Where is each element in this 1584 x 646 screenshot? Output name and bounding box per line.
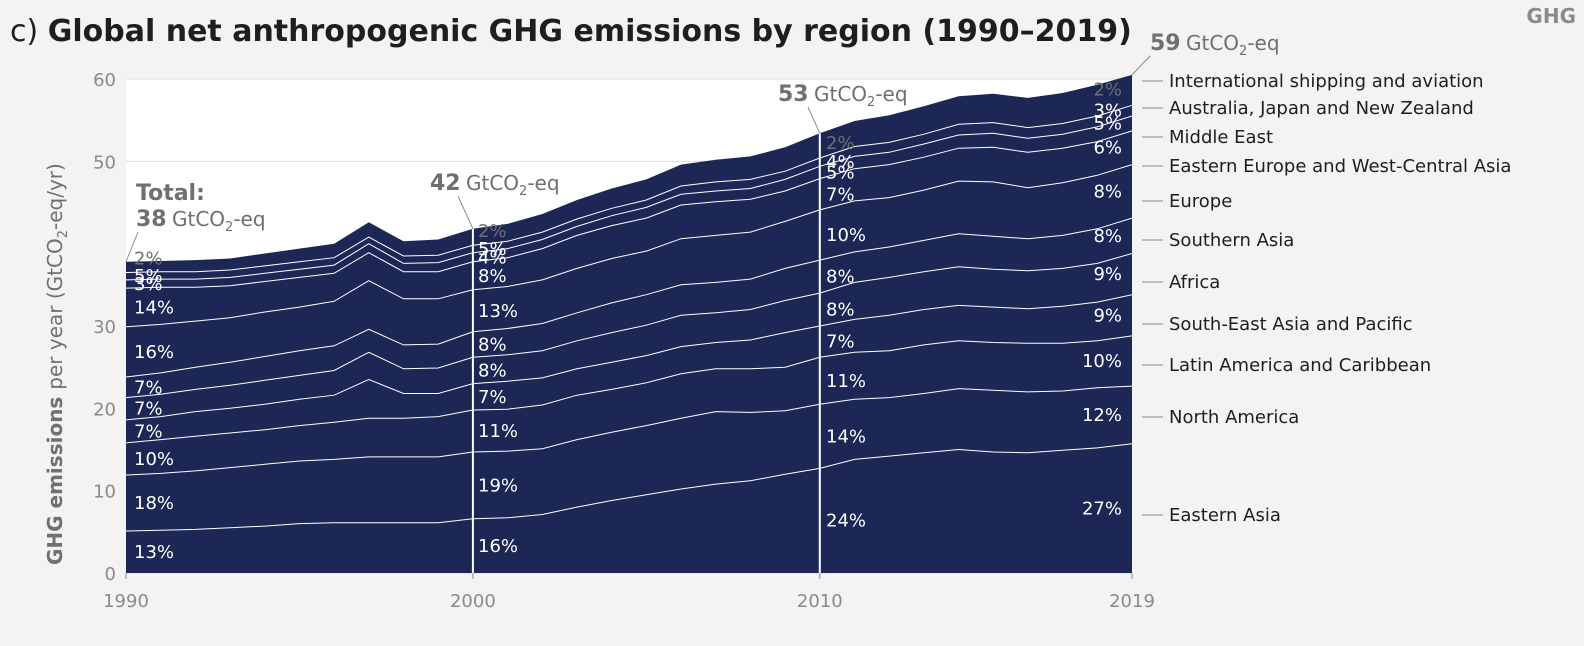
total-value: 59 <box>1150 31 1181 56</box>
share-label: 7% <box>826 332 855 353</box>
x-tick-label: 1990 <box>103 591 149 612</box>
legend-label-international-shipping-and-aviation: International shipping and aviation <box>1169 71 1484 92</box>
share-label: 3% <box>134 274 163 295</box>
share-label: 7% <box>478 387 507 408</box>
share-label: 5% <box>1093 113 1122 134</box>
legend-label-latin-america-and-caribbean: Latin America and Caribbean <box>1169 355 1431 376</box>
y-tick-label: 10 <box>93 482 116 503</box>
share-label: 11% <box>478 421 518 442</box>
share-label: 2% <box>826 133 855 154</box>
total-value: 42 <box>430 171 461 196</box>
panel-label: c) <box>10 14 39 49</box>
y-tick-label: 20 <box>93 399 116 420</box>
legend-label-middle-east: Middle East <box>1169 127 1273 148</box>
share-label: 7% <box>826 184 855 205</box>
share-label: 7% <box>134 399 163 420</box>
legend-label-eastern-asia: Eastern Asia <box>1169 505 1281 526</box>
boundary-line-middle-east <box>125 115 1133 281</box>
total-leader-line <box>1131 55 1151 76</box>
boundary-line-north-america <box>125 385 1133 476</box>
chart-title: c) Global net anthropogenic GHG emission… <box>10 14 1132 49</box>
share-label: 13% <box>478 301 518 322</box>
share-label: 7% <box>134 421 163 442</box>
y-axis-label: GHG emissions per year (GtCO2-eq/yr) <box>43 163 71 565</box>
total-unit: GtCO2-eq <box>172 207 266 235</box>
share-label: 8% <box>826 300 855 321</box>
share-label: 6% <box>1093 138 1122 159</box>
total-leader-line <box>125 231 139 262</box>
share-label: 2% <box>134 248 163 269</box>
legend-label-europe: Europe <box>1169 191 1232 212</box>
legend-label-north-america: North America <box>1169 407 1299 428</box>
corner-tag: GHG <box>1526 4 1576 28</box>
legend-label-africa: Africa <box>1169 272 1220 293</box>
share-label: 12% <box>1082 405 1122 426</box>
stacked-area-total <box>126 74 1132 574</box>
share-label: 14% <box>134 297 174 318</box>
share-label: 5% <box>478 239 507 260</box>
share-label: 27% <box>1082 498 1122 519</box>
share-label: 8% <box>478 335 507 356</box>
boundary-line-south-east-asia-and-pacific <box>125 294 1133 421</box>
share-label: 10% <box>826 225 866 246</box>
share-label: 13% <box>134 542 174 563</box>
boundary-line-europe <box>125 164 1133 328</box>
y-tick-label: 0 <box>105 564 116 585</box>
share-label: 3% <box>1093 101 1122 122</box>
legend-label-australia-japan-and-new-zealand: Australia, Japan and New Zealand <box>1169 98 1474 119</box>
total-value: 38 <box>136 207 167 232</box>
boundary-line-eastern-europe-and-west-central-asia <box>125 130 1133 289</box>
total-value: 53 <box>778 82 809 107</box>
boundary-line-eastern-asia <box>125 443 1133 532</box>
total-unit: GtCO2-eq <box>1186 31 1280 59</box>
share-label: 16% <box>134 342 174 363</box>
total-unit: GtCO2-eq <box>466 171 560 199</box>
total-prefix: Total: <box>136 181 205 206</box>
x-tick-label: 2010 <box>797 591 843 612</box>
legend-label-south-east-asia-and-pacific: South-East Asia and Pacific <box>1169 314 1413 335</box>
share-label: 8% <box>826 267 855 288</box>
x-tick-label: 2000 <box>450 591 496 612</box>
boundary-line-australia-japan-and-new-zealand <box>125 104 1133 273</box>
share-label: 5% <box>826 162 855 183</box>
share-label: 5% <box>134 266 163 287</box>
total-leader-line <box>457 195 474 230</box>
share-label: 11% <box>826 371 866 392</box>
share-label: 8% <box>478 266 507 287</box>
share-label: 8% <box>478 360 507 381</box>
share-label: 8% <box>1093 226 1122 247</box>
y-tick-label: 60 <box>93 70 116 91</box>
share-label: 10% <box>1082 351 1122 372</box>
share-label: 19% <box>478 475 518 496</box>
share-label: 8% <box>1093 181 1122 202</box>
share-label: 7% <box>134 377 163 398</box>
boundary-line-latin-america-and-caribbean <box>125 335 1133 444</box>
y-tick-label: 50 <box>93 152 116 173</box>
legend-label-southern-asia: Southern Asia <box>1169 230 1294 251</box>
title-text: Global net anthropogenic GHG emissions b… <box>47 14 1132 49</box>
legend-label-eastern-europe-and-west-central-asia: Eastern Europe and West-Central Asia <box>1169 156 1511 177</box>
x-tick-label: 2019 <box>1109 591 1155 612</box>
total-leader-line <box>807 106 821 134</box>
share-label: 14% <box>826 426 866 447</box>
share-label: 2% <box>478 221 507 242</box>
share-label: 4% <box>826 152 855 173</box>
share-label: 9% <box>1093 305 1122 326</box>
share-label: 18% <box>134 493 174 514</box>
share-label: 2% <box>1093 80 1122 101</box>
boundary-line-southern-asia <box>125 217 1133 378</box>
share-label: 10% <box>134 449 174 470</box>
share-label: 16% <box>478 536 518 557</box>
total-unit: GtCO2-eq <box>814 82 908 110</box>
share-label: 4% <box>478 247 507 268</box>
share-label: 24% <box>826 511 866 532</box>
share-label: 9% <box>1093 264 1122 285</box>
y-tick-label: 30 <box>93 317 116 338</box>
boundary-line-africa <box>125 253 1133 399</box>
